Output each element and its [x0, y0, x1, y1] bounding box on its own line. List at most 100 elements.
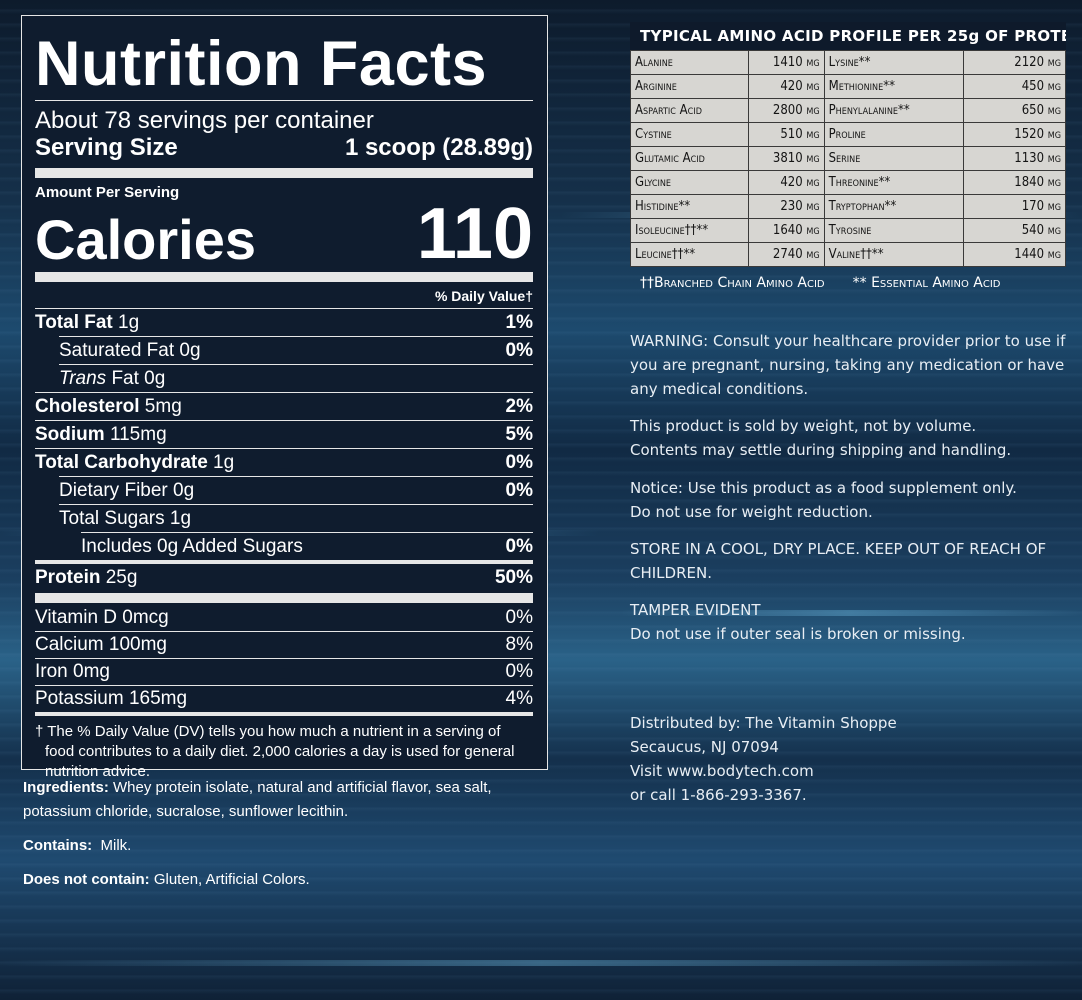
nutrient-row: Trans Fat 0g — [59, 364, 533, 392]
contains-text: Milk. — [92, 837, 132, 854]
amino-acid-amount: 1640 mg — [747, 218, 825, 243]
contains-label: Contains: — [23, 837, 93, 854]
divider — [35, 100, 533, 101]
ingredients-text: Whey protein isolate, natural and artifi… — [23, 779, 492, 820]
amino-acid-amount: 2800 mg — [747, 98, 825, 123]
amino-acid-amount: 420 mg — [747, 170, 825, 195]
amino-acid-name: Histidine** — [630, 194, 749, 219]
nutrient-row: Includes 0g Added Sugars 0% — [81, 532, 533, 560]
nutrient-row: Protein 25g 50% — [35, 560, 533, 591]
vitamin-daily-value: 8% — [505, 634, 533, 655]
serving-size-row: Serving Size 1 scoop (28.89g) — [35, 134, 533, 162]
amino-acid-name: Phenylalanine** — [823, 98, 965, 123]
does-not-contain-line: Does not contain: Gluten, Artificial Col… — [23, 868, 533, 892]
nutrient-name: Trans Fat 0g — [59, 368, 165, 390]
amino-acid-name: Methionine** — [823, 74, 965, 99]
nutrient-daily-value: 0% — [505, 451, 533, 473]
vitamin-daily-value: 0% — [505, 661, 533, 682]
daily-value-header: % Daily Value† — [434, 288, 533, 304]
amino-acid-row: Arginine 420 mg Methionine** 450 mg — [630, 74, 1066, 99]
nutrient-name: Total Sugars 1g — [59, 508, 191, 530]
nutrient-amount: Fat 0g — [106, 367, 166, 389]
nutrient-name-italic: Trans — [59, 367, 107, 389]
amino-acid-name: Proline — [823, 122, 965, 147]
amino-acid-profile: TYPICAL AMINO ACID PROFILE PER 25g OF PR… — [630, 22, 1066, 291]
distributor-info: Distributed by: The Vitamin Shoppe Secau… — [630, 711, 1070, 807]
amino-acid-name: Valine††** — [823, 242, 965, 267]
amino-acid-name: Glutamic Acid — [630, 146, 749, 171]
vitamin-name: Iron 0mg — [35, 661, 110, 682]
distributor-address: Secaucus, NJ 07094 — [630, 738, 779, 756]
calories-label: Calories — [35, 208, 256, 271]
amino-acid-amount: 1520 mg — [963, 122, 1066, 147]
nutrient-name: Total Fat 1g — [35, 312, 139, 334]
ingredients-block: Ingredients: Whey protein isolate, natur… — [23, 776, 533, 902]
amino-acid-name: Arginine — [630, 74, 749, 99]
amino-acid-amount: 450 mg — [963, 74, 1066, 99]
nutrient-row: Total Sugars 1g — [59, 504, 533, 532]
nutrient-name-bold: Sodium — [35, 423, 105, 445]
does-not-contain-label: Does not contain: — [23, 871, 150, 888]
amino-acid-row: Glutamic Acid 3810 mg Serine 1130 mg — [630, 146, 1066, 171]
amino-acid-name: Alanine — [630, 50, 749, 75]
nutrient-name-bold: Total Carbohydrate — [35, 451, 208, 473]
vitamin-daily-value: 0% — [505, 607, 533, 628]
nutrient-amount: Total Sugars 1g — [59, 507, 192, 529]
amino-acid-amount: 1130 mg — [963, 146, 1066, 171]
supplement-notice: Notice: Use this product as a food suppl… — [630, 476, 1070, 524]
amino-acid-amount: 3810 mg — [747, 146, 825, 171]
tamper-evident-text: Do not use if outer seal is broken or mi… — [630, 625, 966, 643]
amino-acid-amount: 1840 mg — [963, 170, 1066, 195]
weight-notice-line-1: This product is sold by weight, not by v… — [630, 417, 977, 435]
amino-acid-amount: 510 mg — [747, 122, 825, 147]
amino-acid-legend: ††Branched Chain Amino Acid ** Essential… — [630, 275, 1066, 291]
legend-bcaa: ††Branched Chain Amino Acid — [640, 275, 825, 291]
nutrient-daily-value: 50% — [494, 566, 533, 588]
thick-divider — [35, 272, 533, 282]
serving-size-label: Serving Size — [35, 134, 178, 161]
storage-paragraph: STORE IN A COOL, DRY PLACE. KEEP OUT OF … — [630, 540, 1047, 582]
nutrient-name: Includes 0g Added Sugars — [81, 536, 303, 558]
nutrient-amount: 1g — [112, 311, 140, 333]
warning-text: WARNING: Consult your healthcare provide… — [630, 329, 1070, 401]
vitamin-name: Calcium 100mg — [35, 634, 167, 655]
vitamin-name: Vitamin D 0mcg — [35, 607, 169, 628]
nutrient-daily-value: 5% — [505, 423, 533, 445]
supplement-notice-line-2: Do not use for weight reduction. — [630, 503, 873, 521]
background-streak — [0, 960, 1082, 966]
amino-acid-name: Serine — [823, 146, 965, 171]
amino-acid-amount: 230 mg — [747, 194, 825, 219]
nutrition-facts-title: Nutrition Facts — [35, 29, 488, 99]
amino-acid-amount: 2120 mg — [963, 50, 1066, 75]
nutrient-daily-value: 0% — [505, 339, 533, 361]
ingredients-line: Ingredients: Whey protein isolate, natur… — [23, 776, 533, 824]
servings-per-container: About 78 servings per container — [35, 107, 374, 134]
nutrient-name: Cholesterol 5mg — [35, 396, 182, 418]
nutrient-name: Total Carbohydrate 1g — [35, 452, 234, 474]
does-not-contain-text: Gluten, Artificial Colors. — [149, 871, 310, 888]
nutrient-daily-value: 1% — [505, 311, 533, 333]
vitamin-row: Vitamin D 0mcg 0% — [35, 605, 533, 631]
supplement-notice-line-1: Notice: Use this product as a food suppl… — [630, 479, 1017, 497]
medium-divider — [35, 712, 533, 716]
amino-acid-amount: 650 mg — [963, 98, 1066, 123]
amino-acid-amount: 540 mg — [963, 218, 1066, 243]
nutrient-amount: 1g — [207, 451, 235, 473]
nutrient-list: Total Fat 1g 1% Saturated Fat 0g 0% Trans Fa… — [35, 308, 533, 591]
nutrient-amount: Saturated Fat 0g — [59, 339, 201, 361]
nutrient-amount: Includes 0g Added Sugars — [81, 535, 303, 557]
nutrient-row: Total Fat 1g 1% — [35, 308, 533, 336]
nutrient-amount: 115mg — [104, 423, 167, 445]
amino-acid-amount: 1410 mg — [747, 50, 825, 75]
nutrient-row: Total Carbohydrate 1g 0% — [35, 448, 533, 476]
amino-acid-name: Tyrosine — [823, 218, 965, 243]
legend-eaa: ** Essential Amino Acid — [852, 275, 1001, 291]
vitamin-name: Potassium 165mg — [35, 688, 188, 709]
nutrient-amount: 25g — [100, 566, 138, 588]
nutrient-name: Sodium 115mg — [35, 424, 167, 446]
nutrient-name-bold: Protein — [35, 566, 101, 588]
amount-per-serving: Amount Per Serving — [35, 184, 180, 201]
amino-acid-amount: 2740 mg — [747, 242, 825, 267]
amino-acid-row: Glycine 420 mg Threonine** 1840 mg — [630, 170, 1066, 195]
distributor-website: Visit www.bodytech.com — [630, 762, 814, 780]
